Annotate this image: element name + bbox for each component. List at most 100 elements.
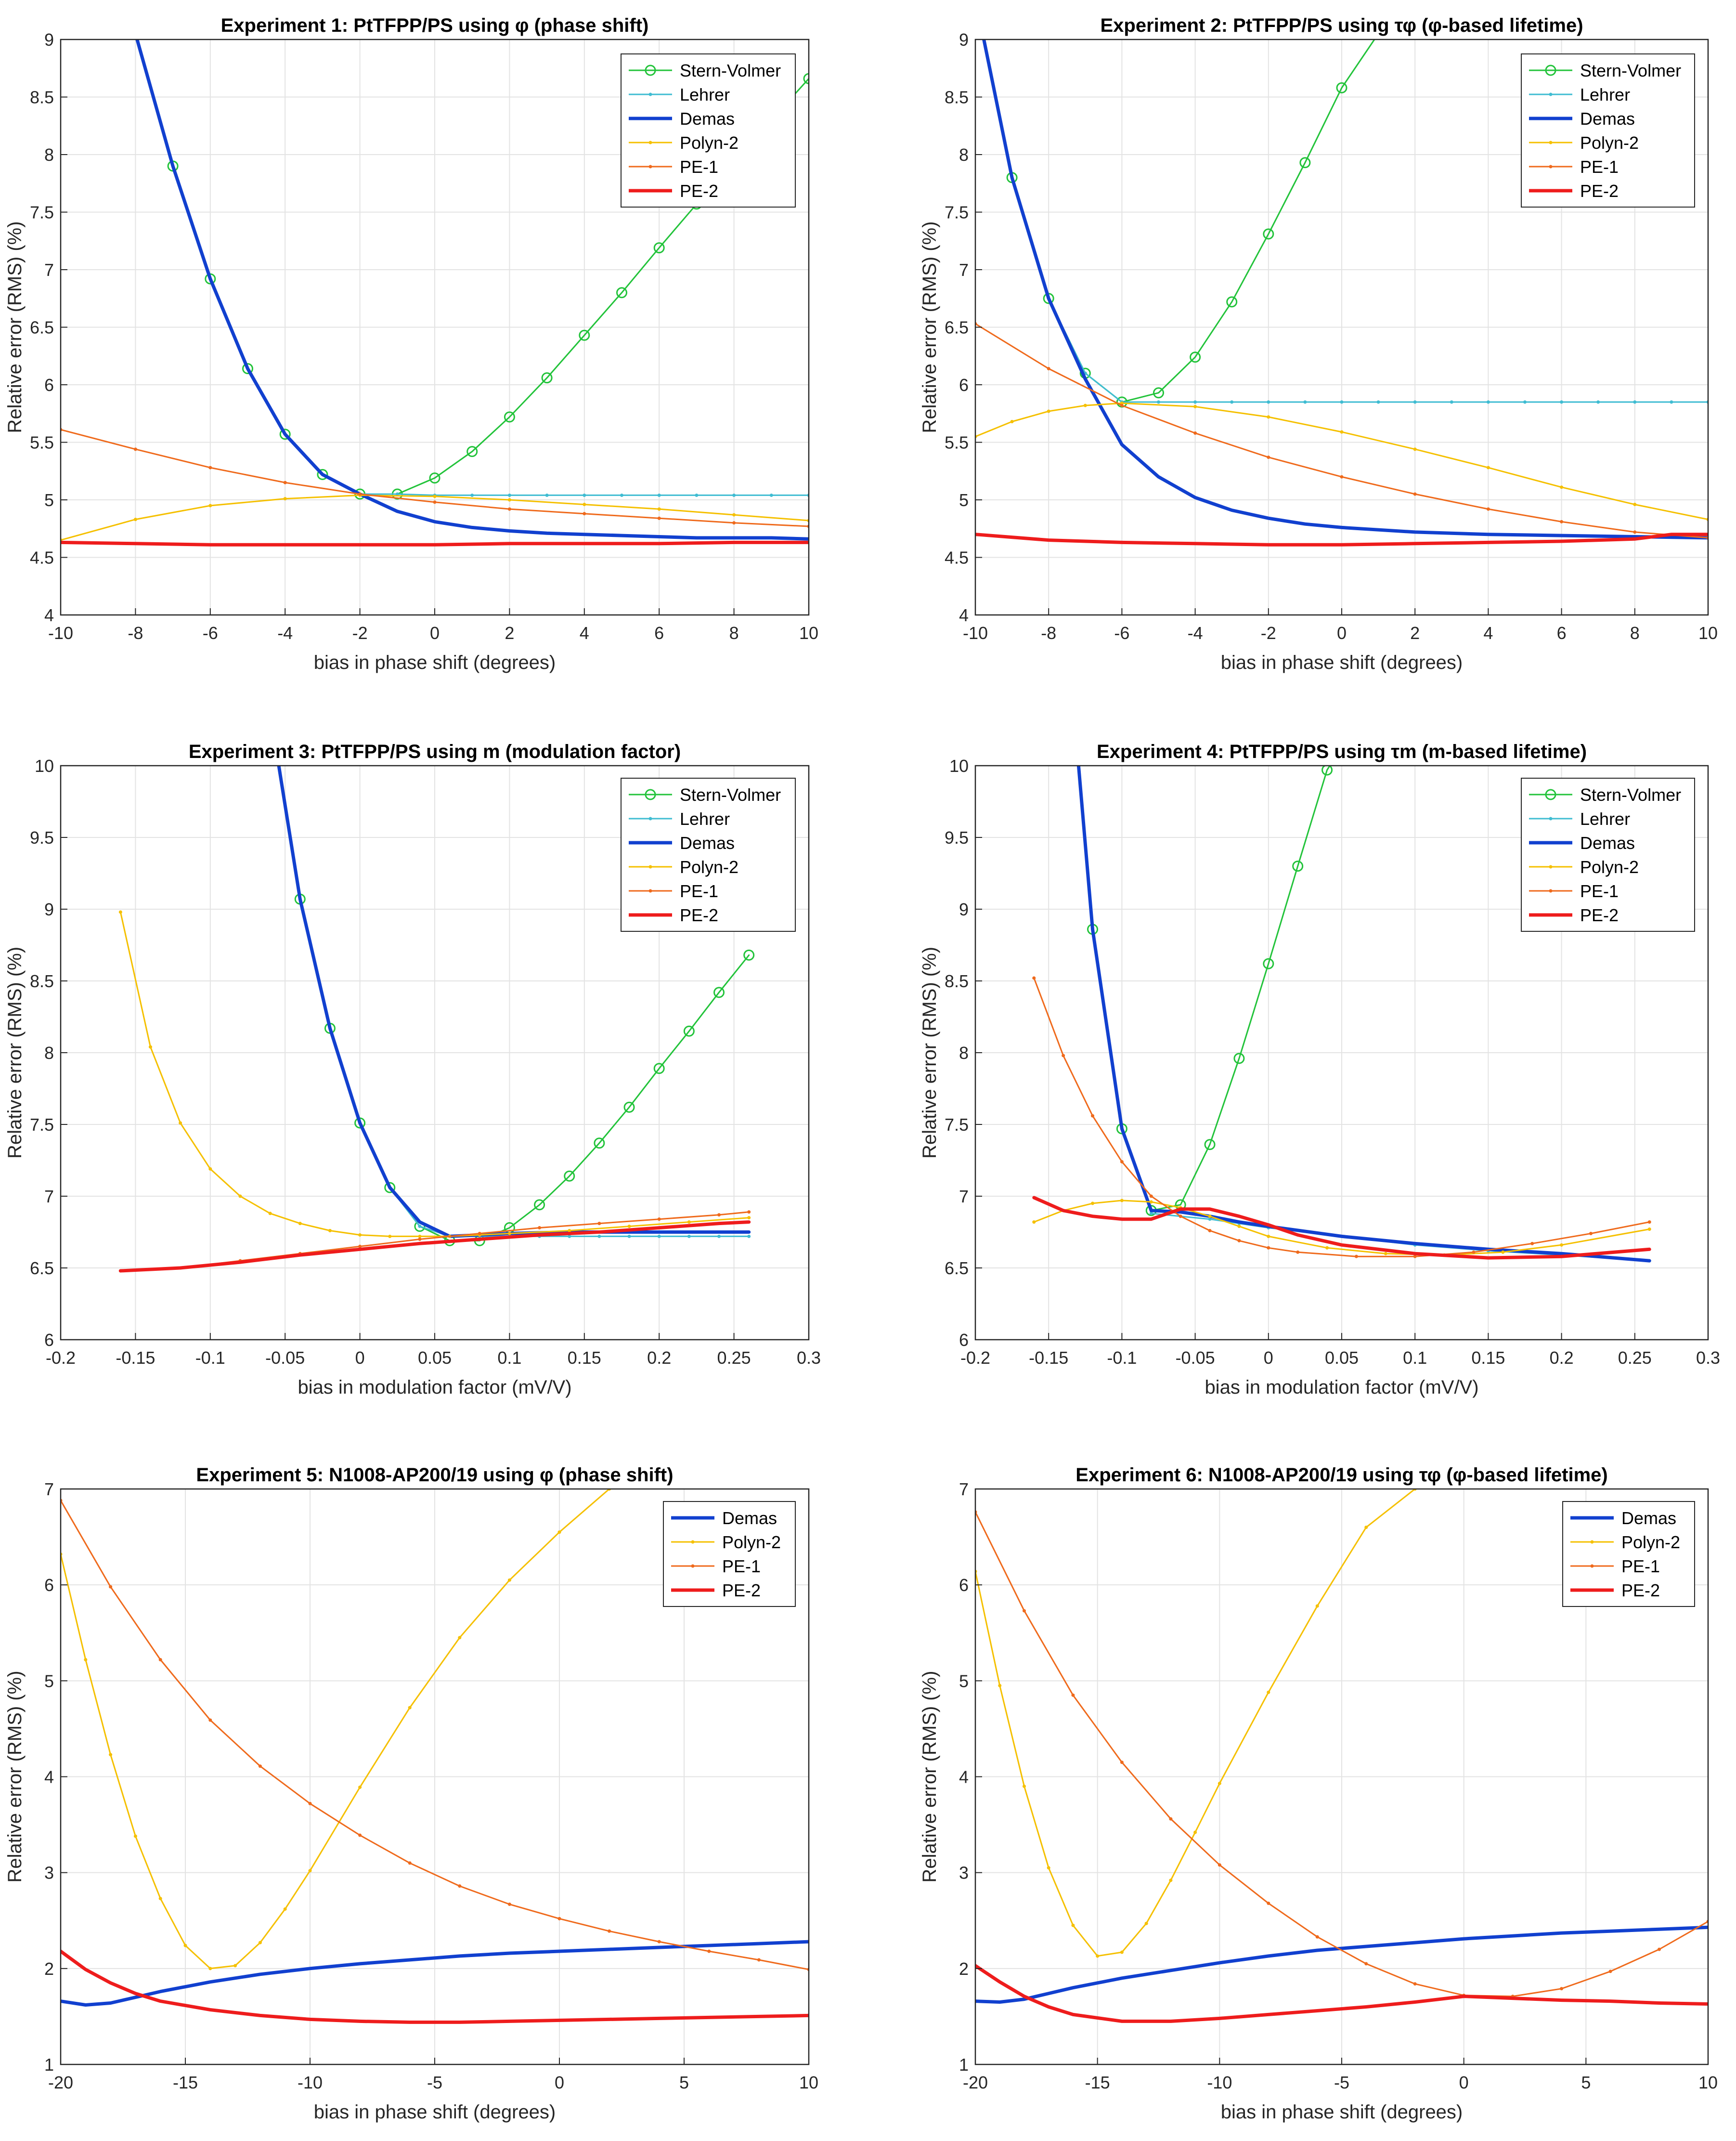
data-point xyxy=(1120,1160,1124,1163)
legend: Stern-Volmer Lehrer Demas Polyn-2 PE-1 PE-2 xyxy=(1521,778,1695,932)
y-tick-label: 3 xyxy=(959,1863,969,1883)
data-point xyxy=(1010,419,1014,423)
legend-entry: Polyn-2 xyxy=(1580,857,1639,877)
data-point xyxy=(358,1244,362,1248)
y-tick-label: 5 xyxy=(44,490,54,510)
y-tick-label: 8 xyxy=(44,145,54,165)
data-point xyxy=(1208,1214,1212,1218)
data-point xyxy=(998,1684,1002,1687)
data-point xyxy=(279,429,291,440)
y-tick-label: 8 xyxy=(44,1043,54,1063)
x-tick-label: 10 xyxy=(799,2073,818,2092)
legend-entry: Lehrer xyxy=(680,809,730,829)
chart-title: Experiment 3: PtTFPP/PS using m (modulat… xyxy=(189,741,681,762)
legend: Stern-Volmer Lehrer Demas Polyn-2 PE-1 PE-2 xyxy=(621,53,796,208)
data-point xyxy=(358,1833,362,1837)
data-point xyxy=(1267,1234,1270,1238)
y-axis-label: Relative error (RMS) (%) xyxy=(919,947,940,1159)
data-point xyxy=(418,1234,422,1238)
data-point xyxy=(541,372,553,384)
y-tick-label: 9 xyxy=(959,900,969,919)
data-point xyxy=(208,466,212,470)
data-point xyxy=(1263,228,1274,240)
y-tick-label: 7 xyxy=(44,260,54,280)
x-tick-label: 0 xyxy=(555,2073,564,2092)
x-tick-label: -5 xyxy=(1334,2073,1349,2092)
series-group xyxy=(118,766,755,1273)
data-point xyxy=(620,493,623,497)
x-axis-label: bias in phase shift (degrees) xyxy=(314,652,556,673)
data-point xyxy=(564,1170,575,1182)
legend: Demas Polyn-2 PE-1 PE-2 xyxy=(663,1501,796,1607)
x-tick-label: -10 xyxy=(1207,2073,1232,2092)
y-tick-label: 1 xyxy=(959,2055,969,2075)
data-point xyxy=(1071,1693,1075,1697)
series-line-pe-2 xyxy=(975,1964,1708,2023)
legend: Demas Polyn-2 PE-1 PE-2 xyxy=(1562,1501,1695,1607)
data-point xyxy=(1608,1970,1612,1973)
legend-entry: PE-2 xyxy=(722,1580,761,1600)
data-point xyxy=(653,1063,665,1074)
y-tick-label: 5 xyxy=(959,490,969,510)
data-point xyxy=(507,1902,511,1906)
legend-entry: Demas xyxy=(1580,109,1635,129)
data-point xyxy=(747,1210,751,1214)
data-point xyxy=(408,1706,412,1710)
y-tick-label: 8.5 xyxy=(30,971,54,991)
data-point xyxy=(623,1101,635,1113)
legend-entry: PE-2 xyxy=(680,905,718,925)
data-point xyxy=(657,493,661,497)
chart-title: Experiment 1: PtTFPP/PS using φ (phase s… xyxy=(221,15,649,36)
x-tick-label: 10 xyxy=(1698,623,1718,643)
data-point xyxy=(179,1121,182,1125)
data-point xyxy=(134,32,137,36)
data-point xyxy=(1336,82,1347,93)
y-tick-label: 7 xyxy=(959,1187,969,1206)
series-line-demas xyxy=(982,39,1708,540)
data-point xyxy=(1354,1254,1358,1258)
y-tick-label: 4 xyxy=(44,1767,54,1787)
data-point xyxy=(1226,296,1238,308)
y-tick-label: 4 xyxy=(959,605,969,625)
data-point xyxy=(608,1929,611,1933)
data-point xyxy=(597,1234,601,1238)
data-point xyxy=(627,1225,631,1228)
legend-marker xyxy=(1549,165,1553,169)
data-point xyxy=(743,949,755,961)
data-point xyxy=(1658,1947,1661,1951)
legend-marker xyxy=(1549,141,1553,144)
data-point xyxy=(1149,1212,1153,1215)
data-point xyxy=(1193,405,1197,408)
x-tick-label: -20 xyxy=(48,2073,73,2092)
data-point xyxy=(478,1231,481,1235)
data-point xyxy=(388,1234,392,1238)
data-point xyxy=(1096,1954,1100,1958)
data-point xyxy=(1193,400,1197,404)
legend-marker xyxy=(1590,1540,1594,1544)
data-point xyxy=(507,1578,511,1582)
data-point xyxy=(208,1967,212,1971)
data-point xyxy=(1560,400,1564,404)
y-tick-label: 7.5 xyxy=(945,1115,969,1135)
y-tick-label: 6 xyxy=(959,375,969,395)
data-point xyxy=(1267,456,1270,459)
data-point xyxy=(695,493,699,497)
data-point xyxy=(1589,1231,1593,1235)
x-tick-label: -0.2 xyxy=(46,1348,76,1368)
data-point xyxy=(769,493,773,497)
y-tick-label: 7.5 xyxy=(945,203,969,222)
y-tick-label: 6.5 xyxy=(945,318,969,338)
data-point xyxy=(433,495,437,498)
data-point xyxy=(1120,404,1124,407)
data-point xyxy=(1120,1950,1124,1954)
legend-marker xyxy=(1549,817,1553,821)
x-tick-label: -8 xyxy=(1041,623,1056,643)
y-tick-label: 7.5 xyxy=(30,203,54,222)
legend-entry: Polyn-2 xyxy=(1580,133,1639,153)
data-point xyxy=(713,987,725,998)
y-tick-label: 3 xyxy=(44,1863,54,1883)
y-tick-label: 8 xyxy=(959,1043,969,1063)
legend-entry: Stern-Volmer xyxy=(680,785,781,805)
y-tick-label: 5 xyxy=(959,1671,969,1691)
x-tick-label: 6 xyxy=(1557,623,1567,643)
